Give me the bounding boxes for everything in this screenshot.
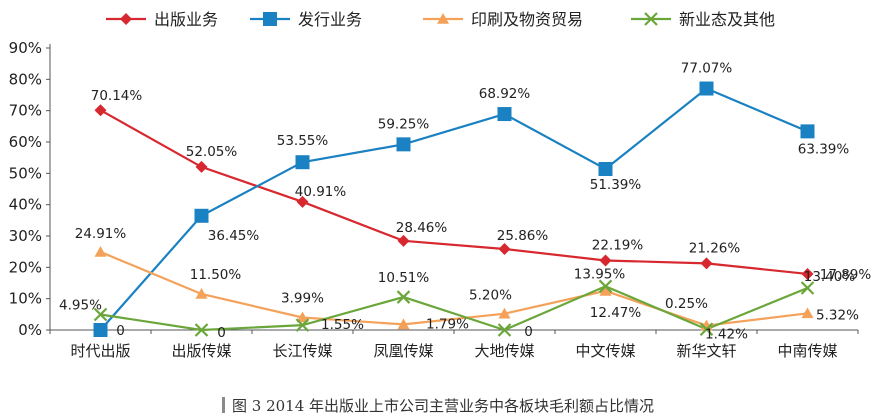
data-point-0-1 — [195, 160, 208, 173]
data-point-1-7 — [800, 124, 815, 139]
data-point-0-5 — [599, 254, 612, 267]
y-tick-label: 10% — [9, 290, 42, 308]
data-point-1-3 — [396, 137, 411, 152]
data-point-0-7 — [801, 267, 814, 280]
legend-marker-1 — [263, 12, 277, 26]
data-label-3-2: 1.55% — [321, 317, 364, 333]
data-label-3-0: 4.95% — [59, 297, 102, 313]
x-tick-label: 出版传媒 — [171, 342, 231, 360]
data-point-0-2 — [296, 195, 309, 208]
legend-label-2: 印刷及物资贸易 — [471, 10, 583, 29]
y-tick-label: 20% — [9, 258, 42, 276]
y-tick-label: 90% — [9, 39, 42, 57]
data-point-2-4 — [498, 307, 511, 319]
data-label-1-2: 53.55% — [277, 133, 329, 149]
data-point-1-6 — [699, 81, 714, 96]
y-tick-label: 40% — [9, 196, 42, 214]
series-line-2 — [100, 250, 808, 327]
data-label-0-0: 70.14% — [91, 88, 143, 104]
data-label-2-6: 1.42% — [705, 327, 748, 343]
data-label-0-1: 52.05% — [186, 144, 238, 160]
data-point-2-2 — [296, 311, 309, 323]
y-tick-label: 50% — [9, 164, 42, 182]
data-label-3-4: 0 — [524, 324, 533, 340]
data-label-2-5: 12.47% — [590, 305, 642, 321]
data-label-2-2: 3.99% — [281, 290, 324, 306]
data-label-2-4: 5.20% — [469, 288, 512, 304]
legend-marker-0 — [120, 13, 132, 25]
data-label-2-7: 5.32% — [816, 307, 859, 323]
data-label-1-6: 77.07% — [681, 61, 733, 77]
data-point-1-5 — [598, 161, 613, 176]
legend-label-3: 新业态及其他 — [679, 10, 775, 29]
data-label-0-2: 40.91% — [295, 184, 347, 200]
data-label-1-1: 36.45% — [208, 228, 260, 244]
data-point-3-1 — [194, 323, 209, 337]
legend-label-0: 出版业务 — [154, 10, 218, 29]
legend-label-1: 发行业务 — [298, 10, 362, 29]
x-tick-label: 大地传媒 — [474, 342, 534, 360]
x-tick-label: 时代出版 — [70, 342, 130, 360]
y-tick-label: 60% — [9, 133, 42, 151]
data-point-1-0 — [93, 323, 108, 337]
data-point-1-4 — [497, 107, 512, 122]
data-point-2-3 — [397, 318, 410, 330]
data-label-3-6: 0.25% — [665, 296, 708, 312]
series-line-0 — [99, 109, 808, 276]
x-tick-label: 新华文轩 — [676, 342, 736, 360]
data-point-1-1 — [194, 208, 209, 223]
data-point-1-2 — [295, 155, 310, 170]
data-point-3-2 — [295, 318, 310, 332]
y-tick-label: 70% — [9, 102, 42, 120]
x-tick-label: 中文传媒 — [575, 342, 635, 360]
data-label-2-3: 1.79% — [426, 316, 469, 332]
data-label-1-7: 63.39% — [798, 141, 850, 157]
data-label-1-5: 51.39% — [590, 177, 642, 193]
data-label-3-3: 10.51% — [378, 270, 430, 286]
x-tick-label: 中南传媒 — [777, 342, 837, 360]
data-label-1-4: 68.92% — [479, 86, 531, 102]
series-line-3 — [100, 285, 808, 332]
data-point-3-7 — [800, 281, 815, 295]
data-point-3-3 — [396, 290, 411, 304]
data-label-3-5: 13.95% — [574, 266, 626, 282]
data-point-3-5 — [598, 279, 613, 294]
y-tick-label: 80% — [9, 70, 42, 88]
caption-bar — [222, 397, 225, 413]
data-point-0-3 — [397, 234, 410, 247]
data-label-3-1: 0 — [217, 325, 226, 341]
data-point-0-4 — [498, 242, 511, 255]
data-point-3-0 — [93, 307, 108, 322]
data-label-0-6: 21.26% — [689, 240, 741, 256]
x-tick-label: 长江传媒 — [272, 342, 332, 360]
data-point-3-4 — [497, 323, 512, 337]
data-point-2-1 — [195, 287, 208, 299]
data-label-0-3: 28.46% — [396, 220, 448, 236]
series-line-1 — [99, 87, 808, 331]
data-point-3-6 — [699, 322, 714, 336]
data-label-1-3: 59.25% — [378, 116, 430, 132]
legend-marker-2 — [437, 13, 449, 24]
data-label-2-0: 24.91% — [75, 226, 127, 242]
data-label-1-0: 0 — [116, 323, 125, 339]
data-point-2-0 — [94, 245, 107, 257]
data-label-3-7: 13.40% — [804, 269, 856, 285]
legend-marker-3 — [644, 12, 658, 26]
data-label-0-5: 22.19% — [592, 237, 644, 253]
data-point-0-6 — [700, 257, 713, 270]
y-tick-label: 0% — [18, 321, 42, 339]
figure-caption: 图 3 2014 年出版业上市公司主营业务中各板块毛利额占比情况 — [232, 397, 655, 415]
line-chart: 0% 10% 20% 30% 40% 50% 60% 70% 80% 90% 时代出版 出版传媒 长江传… — [9, 10, 872, 360]
x-tick-label: 凤凰传媒 — [373, 342, 433, 360]
data-label-2-1: 11.50% — [190, 267, 242, 283]
data-point-0-0 — [94, 104, 107, 117]
data-point-2-7 — [801, 307, 814, 319]
data-label-0-4: 25.86% — [497, 228, 549, 244]
data-label-0-7: 17.89% — [820, 267, 872, 283]
data-point-2-5 — [599, 284, 612, 296]
y-tick-label: 30% — [9, 227, 42, 245]
